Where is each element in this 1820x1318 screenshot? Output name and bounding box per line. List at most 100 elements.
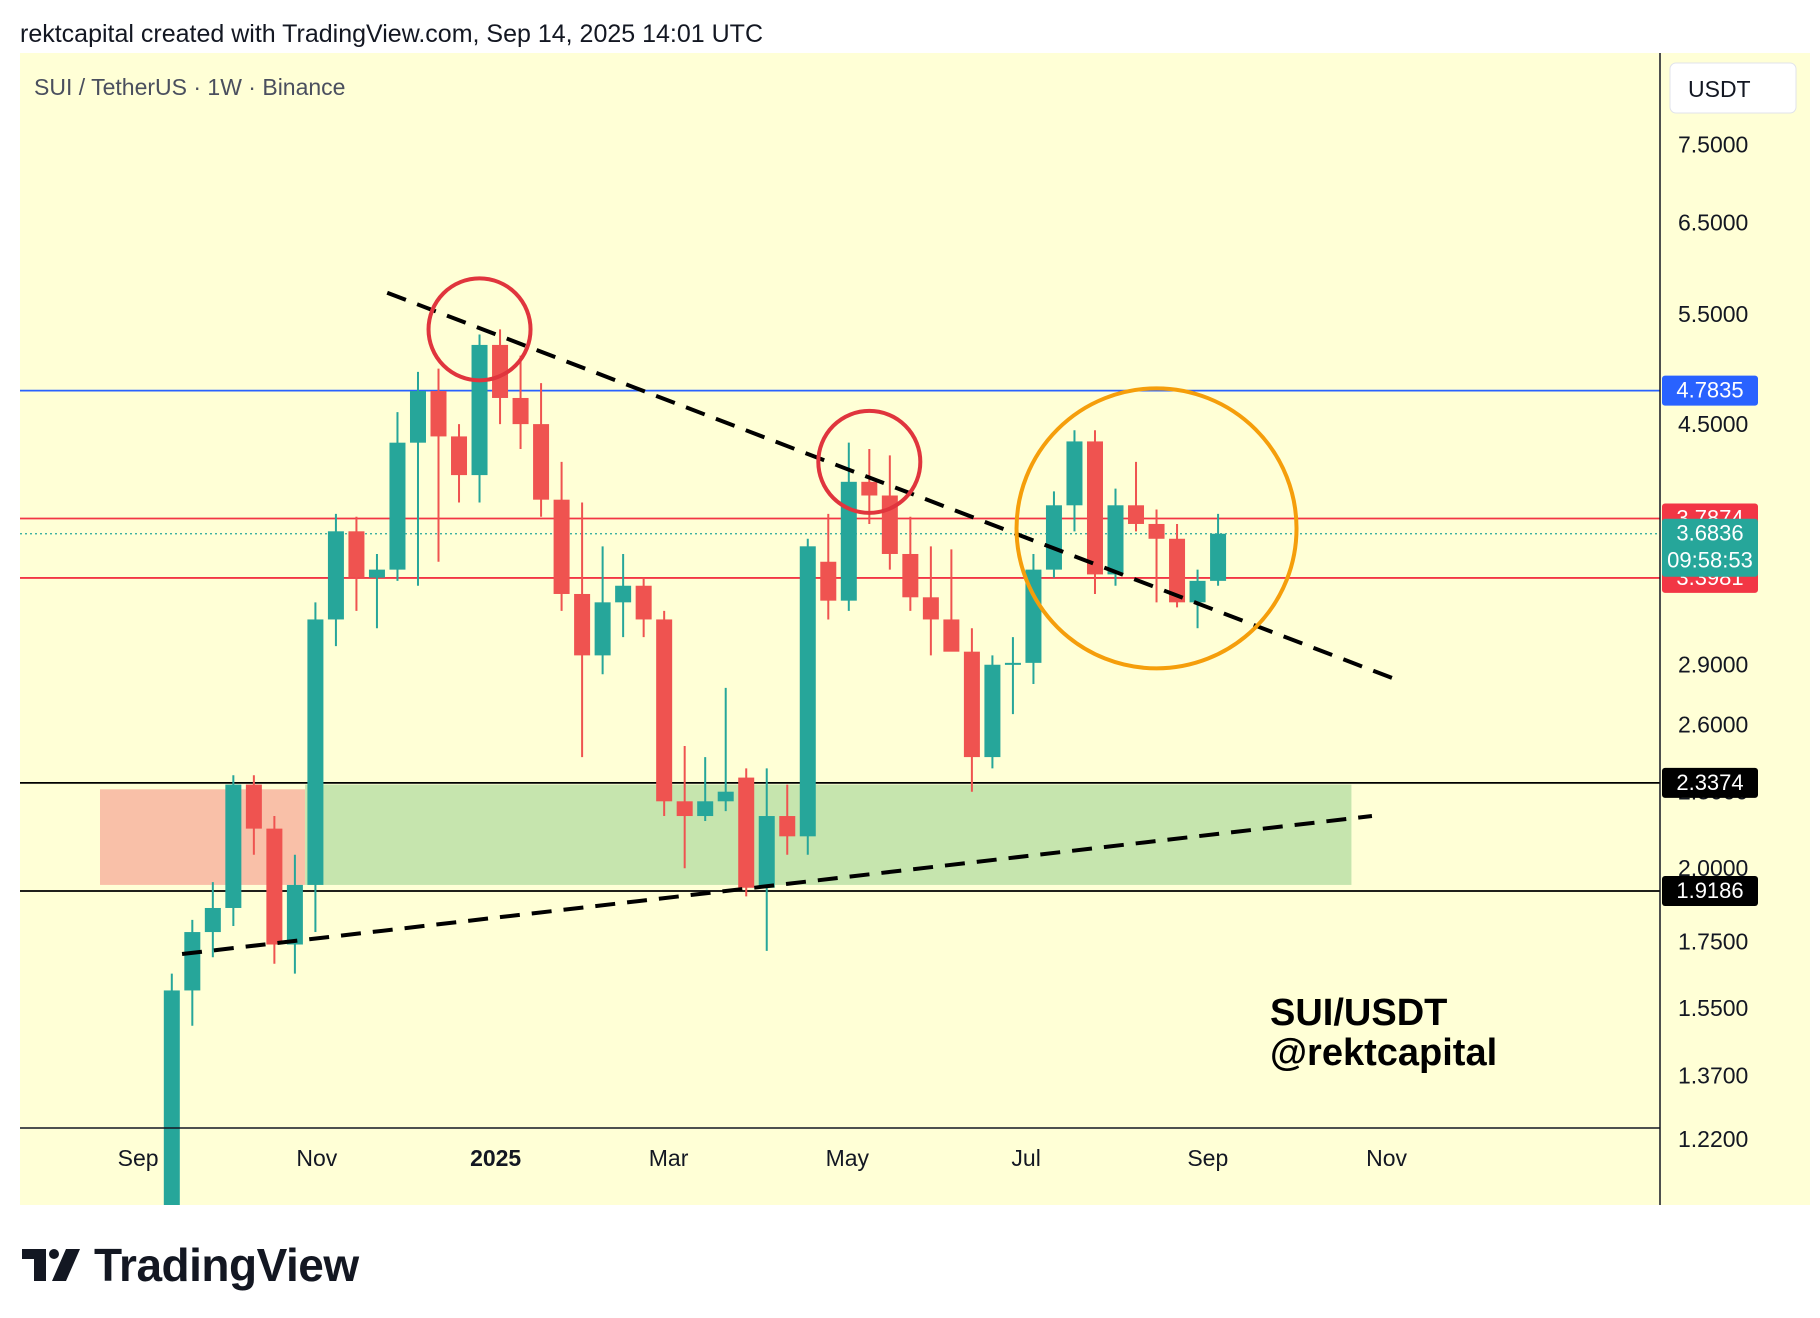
price-line-label[interactable]: 4.7835 [1662,375,1758,406]
time-tick-label: 2025 [470,1145,521,1171]
candle[interactable] [184,919,201,1026]
candle[interactable] [204,882,221,958]
price-axis[interactable]: 7.50006.50005.50004.50002.90002.60002.30… [1678,131,1748,1152]
candle[interactable] [1107,488,1124,586]
candle[interactable] [368,553,385,629]
candle[interactable] [738,768,755,897]
candle-body [1189,580,1206,603]
candle-body [717,791,734,802]
candle[interactable] [594,546,611,675]
price-line-label[interactable]: 2.3374 [1662,767,1758,798]
price-chart[interactable]: SUI/USDT @rektcapital SUI / TetherUS · 1… [20,53,1810,1205]
candle[interactable] [820,513,837,620]
chart-panel[interactable]: SUI/USDT @rektcapital SUI / TetherUS · 1… [20,53,1810,1205]
candle[interactable] [1045,491,1062,578]
candle[interactable] [307,602,324,933]
candle-body [492,344,509,398]
candle-body [635,585,652,620]
candle-body [1210,533,1227,581]
candle-body [779,816,796,837]
trendline[interactable] [386,290,1394,680]
candle[interactable] [348,516,365,611]
candle[interactable] [902,516,919,611]
candle[interactable] [717,687,734,812]
candle[interactable] [1025,553,1042,684]
candle[interactable] [1004,637,1021,715]
candle[interactable] [574,502,591,758]
price-line-label[interactable]: 1.9186 [1662,875,1758,906]
candle-body [533,424,550,500]
candle-body [738,777,755,888]
candle-body [1128,505,1145,524]
time-tick-label: Nov [1366,1145,1407,1171]
candle[interactable] [943,549,960,652]
candle[interactable] [163,973,180,1205]
candle[interactable] [409,371,426,586]
price-tick-label: 1.3700 [1678,1062,1748,1088]
highlight-circle[interactable] [426,276,533,383]
candle[interactable] [922,546,939,656]
candle[interactable] [758,768,775,951]
candle[interactable] [389,412,406,581]
tradingview-logo-text: TradingView [94,1239,359,1291]
candle-body [840,481,857,601]
candle-body [430,391,447,437]
candle[interactable] [1210,513,1227,586]
candle[interactable] [553,461,570,611]
candle[interactable] [1128,461,1145,532]
candle[interactable] [245,775,262,855]
candle-body [1086,441,1103,575]
candle[interactable] [963,628,980,792]
candle[interactable] [471,334,488,503]
candle[interactable] [635,577,652,638]
trendline[interactable] [181,814,1373,957]
candle[interactable] [799,538,816,855]
candle[interactable] [615,553,632,638]
highlight-circle[interactable] [816,408,923,515]
price-tick-label: 4.5000 [1678,411,1748,437]
time-tick-label: Sep [1187,1145,1228,1171]
time-tick-label: May [826,1145,870,1171]
candle[interactable] [1148,509,1165,603]
candle[interactable] [451,424,468,503]
currency-button[interactable]: USDT [1669,62,1797,114]
candle-body [902,553,919,598]
candle-body [368,569,385,578]
time-axis[interactable]: Sep Nov 2025 Mar May Jul Sep Nov [118,1145,1408,1171]
candle[interactable] [1189,569,1206,629]
candle[interactable] [1066,430,1083,532]
candle[interactable] [225,775,242,926]
candle[interactable] [266,816,283,964]
zone-1[interactable] [305,784,1352,885]
candle-body [348,531,365,578]
candle-body [389,442,406,570]
candle-body [1025,569,1042,663]
candle-body [820,561,837,601]
candle[interactable] [430,368,447,562]
candle-body [307,619,324,885]
price-line-label-value: 1.9186 [1676,878,1743,903]
candle-body [656,619,673,802]
candle[interactable] [512,355,529,450]
candle[interactable] [286,854,303,974]
candle-body [163,990,180,1205]
time-tick-label: Jul [1011,1145,1040,1171]
candle[interactable] [779,784,796,855]
tradingview-logo-icon [22,1249,80,1281]
candle[interactable] [676,746,693,869]
candle[interactable] [984,655,1001,769]
highlight-circle[interactable] [1014,386,1299,671]
candle[interactable] [1086,430,1103,594]
candle[interactable] [697,757,714,822]
currency-label: USDT [1688,76,1751,102]
candle-body [471,344,488,476]
time-tick-label: Mar [649,1145,689,1171]
candle[interactable] [327,513,344,647]
candle-body [553,499,570,594]
tradingview-logo[interactable]: TradingView [22,1235,359,1295]
candle[interactable] [656,610,673,817]
candle-body [1004,662,1021,665]
candle-body [697,801,714,817]
candle[interactable] [533,383,550,517]
